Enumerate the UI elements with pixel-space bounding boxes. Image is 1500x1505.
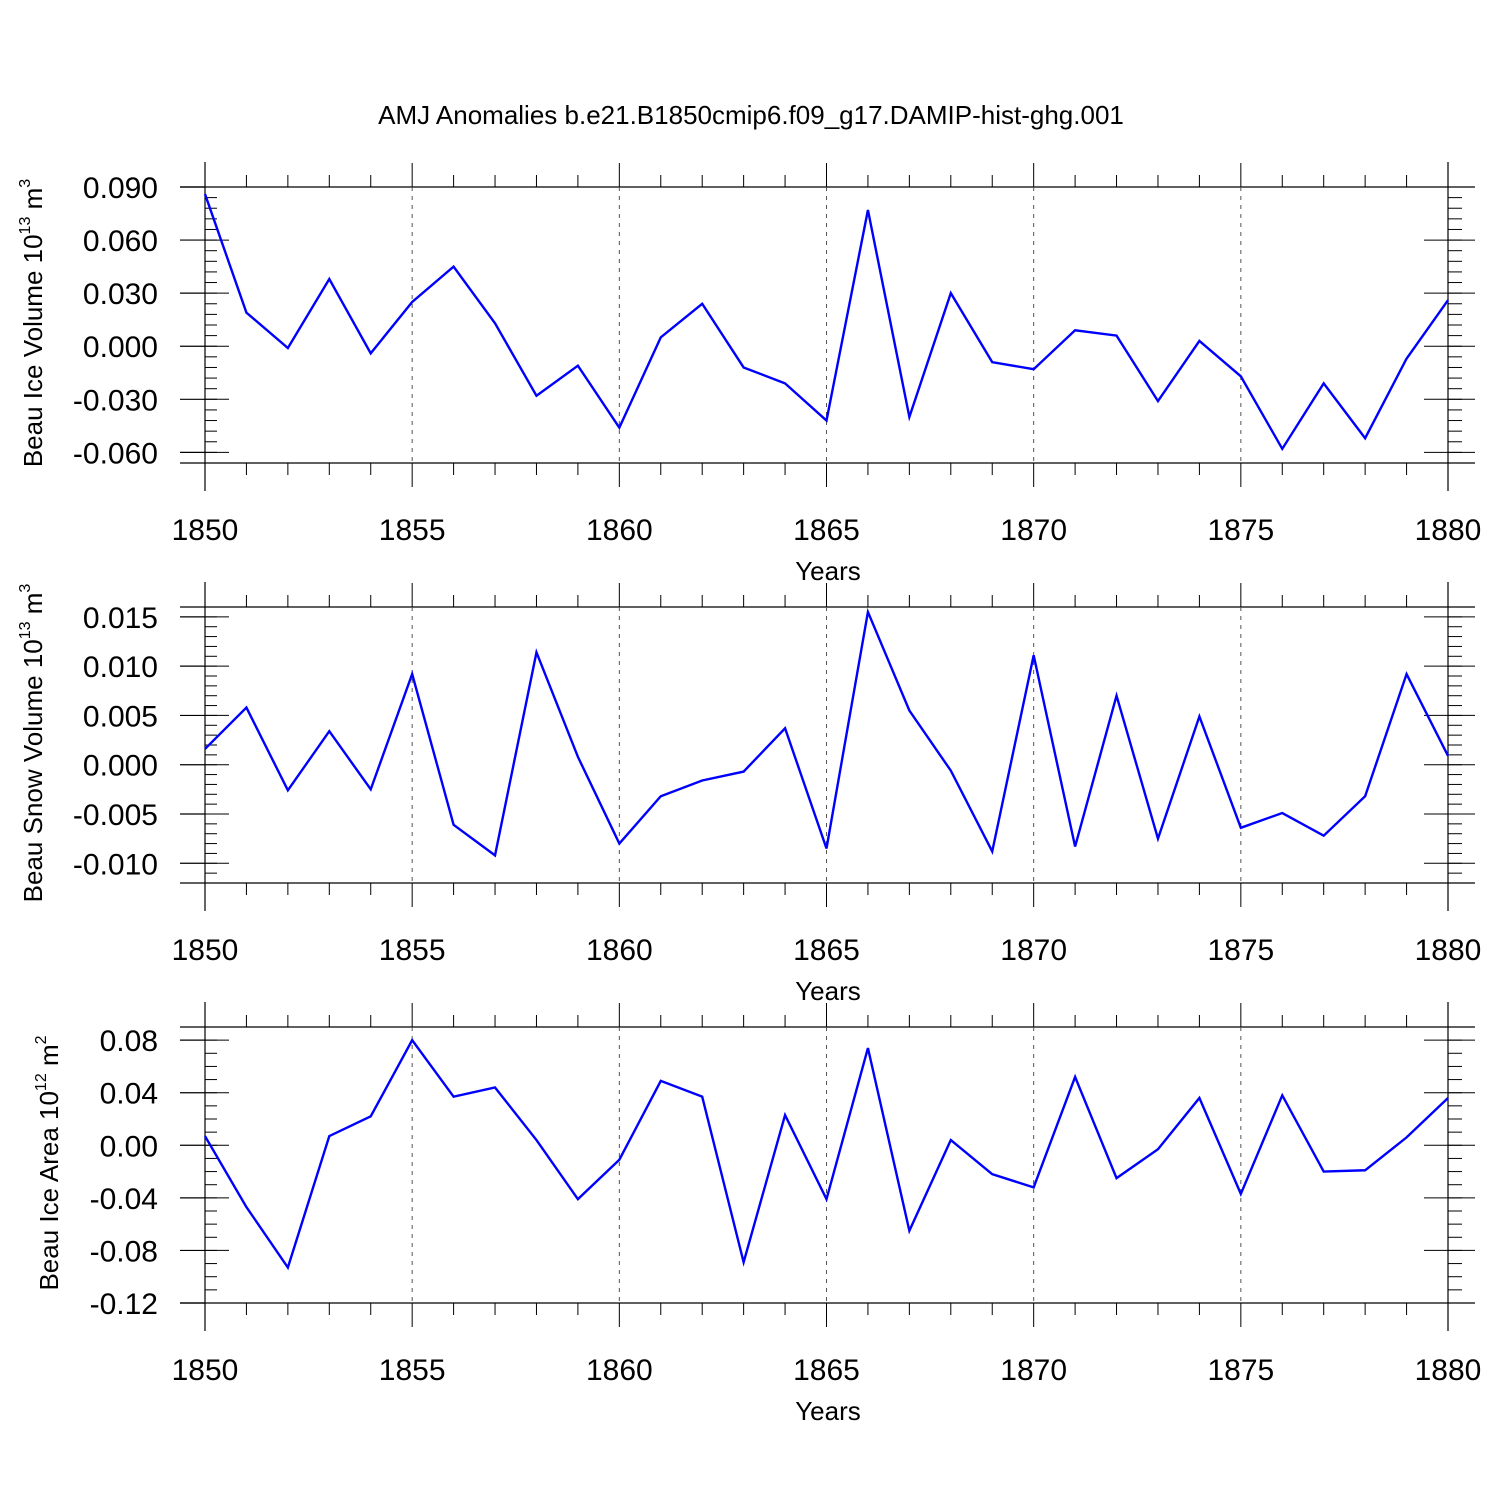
y-label-text: Beau Snow Volume 10	[18, 639, 48, 902]
x-axis-label: Years	[795, 1396, 861, 1426]
y-label-unit-exponent: 3	[17, 584, 34, 593]
y-tick-label: 0.010	[83, 651, 158, 684]
y-tick-label: -0.060	[73, 437, 158, 470]
y-tick-label: -0.12	[90, 1288, 158, 1321]
x-tick-label: 1865	[793, 934, 860, 967]
y-label-unit: m	[18, 593, 48, 622]
x-tick-label: 1860	[586, 1354, 653, 1387]
x-axis-label: Years	[795, 976, 861, 1006]
y-tick-label: 0.000	[83, 331, 158, 364]
y-tick-label: 0.090	[83, 172, 158, 205]
y-label-text: Beau Ice Area 10	[34, 1091, 64, 1290]
x-tick-label: 1870	[1000, 934, 1067, 967]
x-tick-label: 1880	[1415, 934, 1482, 967]
x-tick-label: 1855	[379, 934, 446, 967]
x-tick-label: 1875	[1207, 1354, 1274, 1387]
y-axis-label: Beau Snow Volume 1013 m3	[17, 584, 48, 903]
x-axis-label: Years	[795, 556, 861, 586]
y-tick-label: 0.08	[100, 1025, 158, 1058]
y-tick-label: 0.04	[100, 1078, 158, 1111]
y-tick-label: -0.005	[73, 799, 158, 832]
y-tick-label: -0.04	[90, 1183, 158, 1216]
y-label-exponent: 13	[17, 217, 34, 235]
y-label-unit-exponent: 2	[33, 1035, 50, 1044]
x-tick-label: 1850	[172, 514, 239, 547]
y-label-unit-exponent: 3	[17, 179, 34, 188]
x-tick-label: 1860	[586, 514, 653, 547]
x-tick-label: 1850	[172, 934, 239, 967]
y-tick-label: 0.005	[83, 700, 158, 733]
y-tick-label: 0.015	[83, 602, 158, 635]
x-tick-label: 1865	[793, 1354, 860, 1387]
x-tick-label: 1850	[172, 1354, 239, 1387]
x-tick-label: 1875	[1207, 514, 1274, 547]
y-axis-label: Beau Ice Area 1012 m2	[33, 1035, 64, 1290]
y-label-exponent: 13	[17, 621, 34, 639]
x-tick-label: 1855	[379, 514, 446, 547]
x-tick-label: 1875	[1207, 934, 1274, 967]
y-label-exponent: 12	[33, 1073, 50, 1091]
x-tick-label: 1855	[379, 1354, 446, 1387]
x-tick-label: 1870	[1000, 514, 1067, 547]
y-label-text: Beau Ice Volume 10	[18, 234, 48, 467]
y-tick-label: -0.08	[90, 1235, 158, 1268]
y-tick-label: 0.00	[100, 1130, 158, 1163]
y-axis-label: Beau Ice Volume 1013 m3	[17, 179, 48, 467]
y-tick-label: 0.000	[83, 750, 158, 783]
y-label-unit: m	[34, 1044, 64, 1073]
panel-3: -0.12 -0.08 -0.04 0.00 0.04 0.08 1850 1855 1860 1…	[33, 1002, 1481, 1426]
y-label-unit: m	[18, 188, 48, 217]
x-tick-label: 1880	[1415, 1354, 1482, 1387]
x-tick-label: 1880	[1415, 514, 1482, 547]
y-tick-label: -0.030	[73, 384, 158, 417]
panel-2: -0.010 -0.005 0.000 0.005 0.010 0.015 1850 1855…	[17, 582, 1481, 1006]
x-tick-label: 1870	[1000, 1354, 1067, 1387]
y-tick-label: 0.030	[83, 278, 158, 311]
figure-title: AMJ Anomalies b.e21.B1850cmip6.f09_g17.D…	[378, 100, 1124, 130]
panel-1: -0.060 -0.030 0.000 0.030 0.060 0.090 1850 1855…	[17, 162, 1481, 586]
x-tick-label: 1865	[793, 514, 860, 547]
y-tick-label: 0.060	[83, 225, 158, 258]
y-tick-label: -0.010	[73, 848, 158, 881]
x-tick-label: 1860	[586, 934, 653, 967]
